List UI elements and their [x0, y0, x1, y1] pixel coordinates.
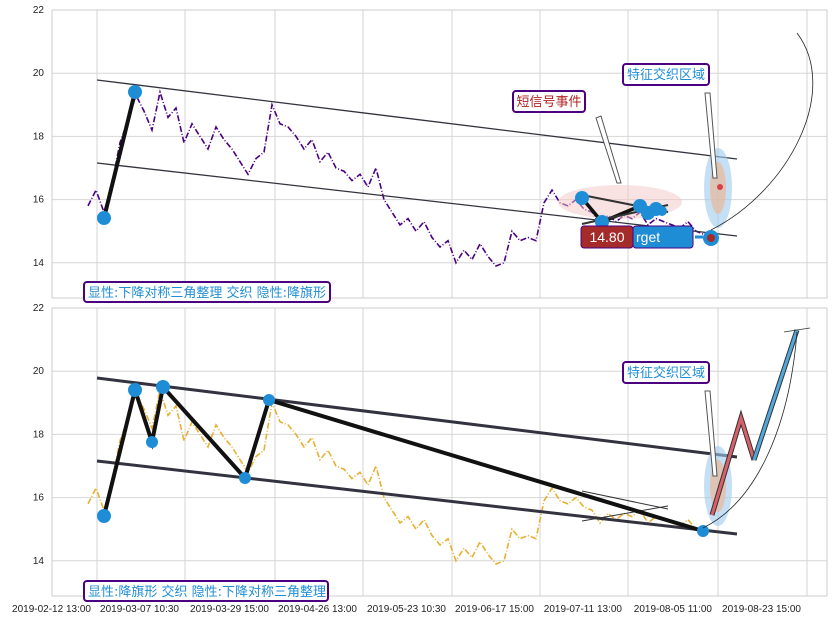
short-signal-callout — [512, 90, 586, 113]
bottom-axes-frame — [51, 307, 828, 597]
signal-line — [581, 490, 669, 510]
pattern-legend-text: 显性:降旗形 交织 隐性:下降对称三角整理 — [88, 584, 326, 600]
top-axes-frame — [51, 9, 828, 299]
price-line-bottom — [87, 387, 705, 565]
x-tick-label: 2019-03-29 15:00 — [190, 604, 269, 615]
target-value: 14.80 — [589, 229, 624, 245]
x-tick-label: 2019-05-23 10:30 — [367, 604, 446, 615]
feature-zone-arrow — [704, 92, 718, 179]
y-tick-label: 22 — [33, 5, 45, 16]
pattern-legend-box — [83, 281, 331, 303]
short-signal-text: 短信号事件 — [516, 95, 581, 110]
projection-curve — [702, 331, 798, 529]
pivot-markers — [97, 380, 709, 537]
pattern-zigzag — [102, 382, 704, 533]
pattern-segment — [102, 91, 137, 219]
signal-line — [581, 505, 669, 522]
target-marker-center — [707, 234, 715, 242]
feature-zone-arrow — [704, 390, 718, 477]
x-tick-label: 2019-03-07 10:30 — [100, 604, 179, 615]
projection-zigzag-red — [710, 412, 756, 516]
x-tick-label: 2019-06-17 15:00 — [455, 604, 534, 615]
pivot-marker — [128, 85, 142, 99]
feature-zone-callout — [622, 63, 710, 86]
x-tick-label: 2019-07-11 13:00 — [544, 604, 623, 615]
y-tick-label: 20 — [33, 68, 45, 79]
y-tick-label: 18 — [33, 131, 45, 142]
lower-channel-line — [96, 162, 738, 237]
y-tick-label: 14 — [33, 556, 45, 567]
feature-zone-text: 特征交织区域 — [627, 67, 705, 83]
projection-curve — [710, 32, 814, 231]
x-tick-label: 2019-08-23 15:00 — [722, 604, 801, 615]
y-tick-label: 18 — [33, 429, 45, 440]
price-line-top — [87, 89, 705, 267]
panel-bottom: 特征交织区域 显性:降旗形 交织 隐性:下降对称三角整理 — [51, 307, 828, 602]
x-tick-label: 2019-04-26 13:00 — [278, 604, 357, 615]
x-tick-label: 2019-08-05 11:00 — [634, 604, 713, 615]
pattern-legend-text: 显性:下降对称三角整理 交织 隐性:降旗形 — [88, 285, 326, 301]
target-label: rget — [636, 229, 660, 245]
pattern-legend-box — [83, 580, 329, 602]
y-tick-label: 14 — [33, 258, 45, 269]
projection-zigzag-blue — [752, 329, 799, 461]
feature-zone-center — [717, 184, 723, 190]
short-signal-arrow — [595, 115, 622, 184]
x-tick-label: 2019-02-12 13:00 — [12, 604, 91, 615]
y-tick-label: 20 — [33, 366, 45, 377]
pivot-marker — [97, 211, 111, 225]
feature-zone-callout — [622, 361, 710, 384]
y-tick-label: 22 — [33, 303, 45, 314]
upper-channel-line — [96, 376, 738, 459]
target-label-box — [632, 225, 694, 249]
panel-top: 14.80 rget 短信号事件 特征交织区域 显性:下降对称三角整理 交织 隐… — [51, 9, 828, 303]
projection-cap — [783, 327, 811, 333]
feature-zone-text: 特征交织区域 — [627, 365, 705, 381]
upper-channel-line — [96, 79, 738, 160]
y-tick-label: 16 — [33, 493, 45, 504]
y-tick-label: 16 — [33, 195, 45, 206]
lower-channel-line — [96, 459, 738, 536]
